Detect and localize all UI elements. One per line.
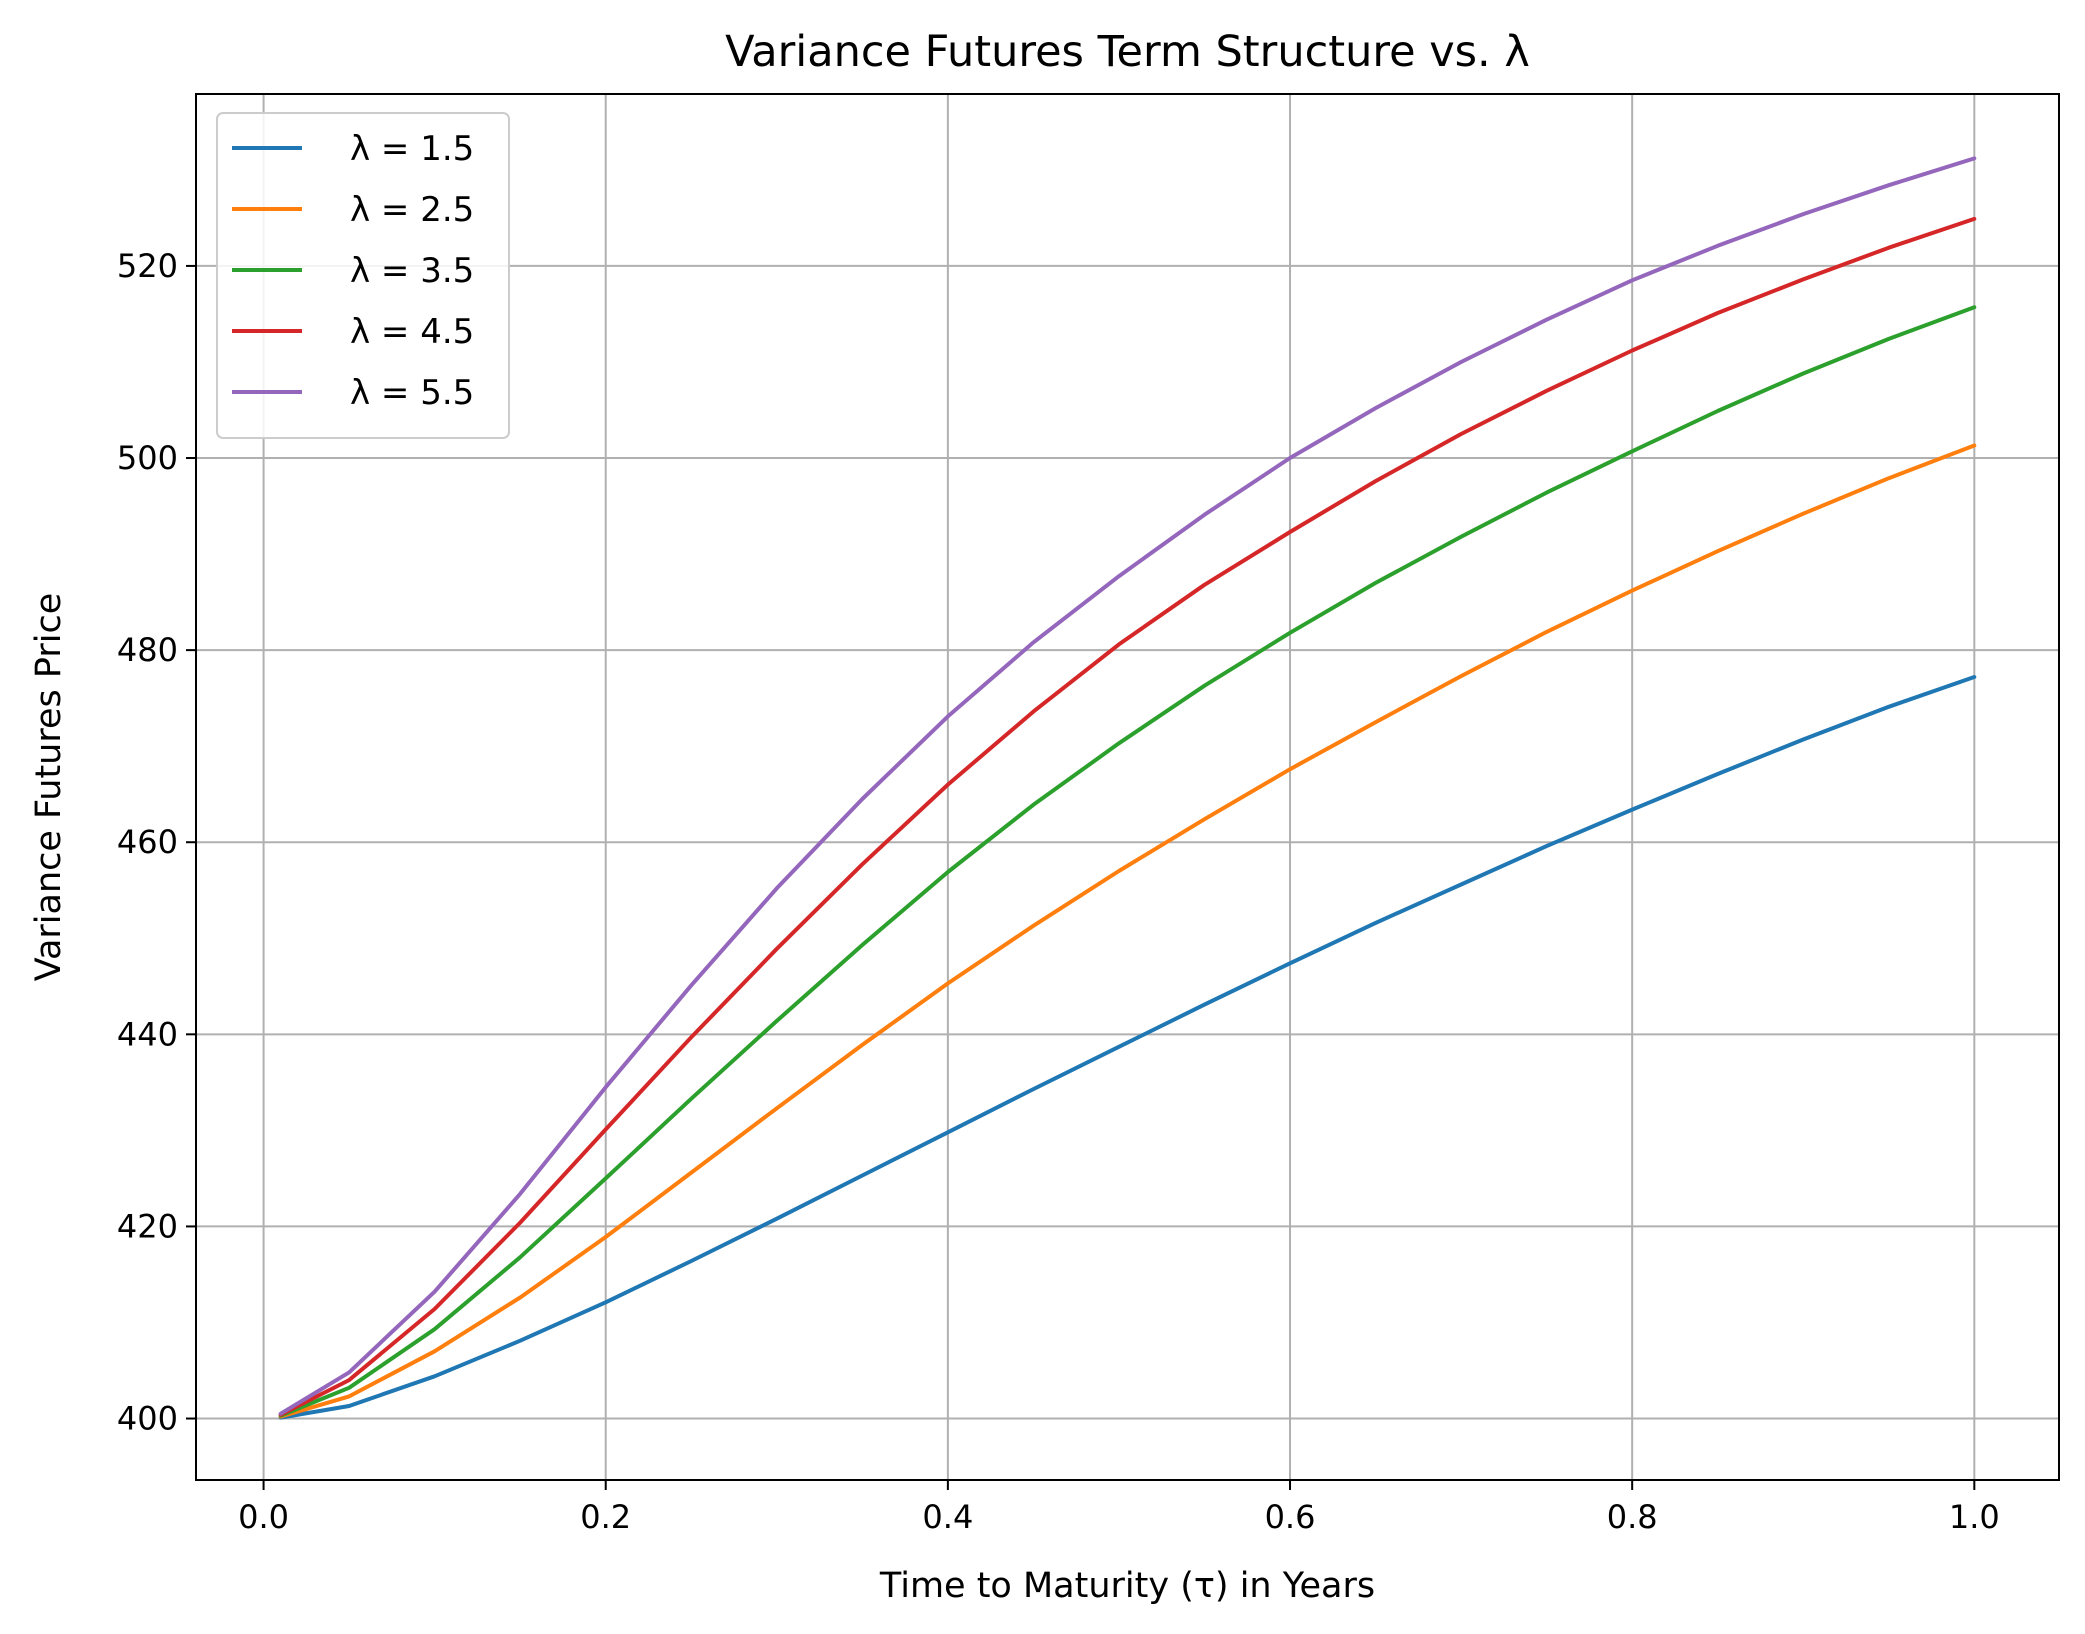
series-line-5 bbox=[278, 156, 1977, 1416]
x-tick-label: 0.6 bbox=[1265, 1498, 1316, 1536]
y-tick-label: 500 bbox=[117, 439, 178, 477]
y-tick-label: 480 bbox=[117, 631, 178, 669]
legend-label: λ = 3.5 bbox=[350, 251, 474, 291]
plot-frame bbox=[195, 93, 2060, 1481]
y-tick-label: 420 bbox=[117, 1207, 178, 1245]
legend-box bbox=[216, 112, 510, 439]
axis-ticks: 0.0 0.2 0.4 0.6 0.8 1.0 400 420 440 460 480 500 520 bbox=[117, 247, 2000, 1536]
x-tick-label: 0.8 bbox=[1607, 1498, 1658, 1536]
y-axis-label: Variance Futures Price bbox=[29, 593, 69, 982]
series-lines bbox=[278, 156, 1977, 1420]
legend-label: λ = 5.5 bbox=[350, 373, 474, 413]
x-axis-label: Time to Maturity (τ) in Years bbox=[879, 1566, 1375, 1606]
x-tick-label: 0.0 bbox=[238, 1498, 289, 1536]
legend-label: λ = 2.5 bbox=[350, 190, 474, 230]
y-tick-label: 520 bbox=[117, 247, 178, 285]
chart-title: Variance Futures Term Structure vs. λ bbox=[725, 27, 1530, 77]
grid-lines bbox=[196, 94, 2059, 1480]
legend-label: λ = 4.5 bbox=[350, 312, 474, 352]
x-tick-label: 1.0 bbox=[1949, 1498, 2000, 1536]
series-line-1 bbox=[278, 675, 1977, 1420]
legend-label: λ = 1.5 bbox=[350, 129, 474, 169]
series-line-2 bbox=[278, 443, 1977, 1419]
y-tick-label: 400 bbox=[117, 1400, 178, 1438]
x-tick-label: 0.2 bbox=[580, 1498, 631, 1536]
series-line-4 bbox=[278, 216, 1977, 1417]
y-tick-label: 440 bbox=[117, 1015, 178, 1053]
y-tick-label: 460 bbox=[117, 823, 178, 861]
legend: λ = 1.5 λ = 2.5 λ = 3.5 λ = 4.5 λ = 5.5 bbox=[216, 112, 510, 439]
series-line-3 bbox=[278, 305, 1977, 1418]
x-tick-label: 0.4 bbox=[922, 1498, 973, 1536]
